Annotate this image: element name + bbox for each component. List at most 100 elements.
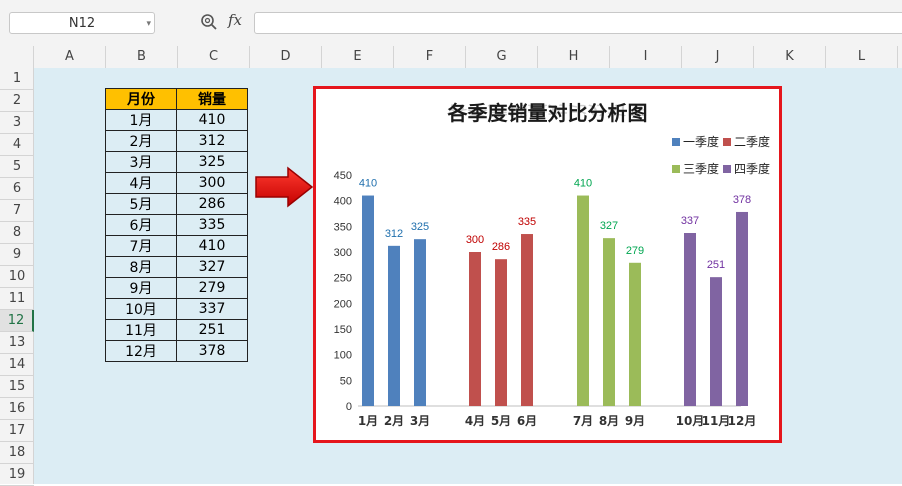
y-tick-label: 0	[346, 401, 352, 413]
bar	[388, 245, 400, 406]
column-header-K[interactable]: K	[754, 46, 826, 68]
column-header-A[interactable]: A	[34, 46, 106, 68]
month-cell[interactable]: 11月	[105, 319, 177, 341]
column-header-E[interactable]: E	[322, 46, 394, 68]
y-tick-label: 150	[334, 324, 352, 336]
table-row: 1月 410	[105, 109, 248, 131]
month-cell[interactable]: 4月	[105, 172, 177, 194]
row-header-7[interactable]: 7	[0, 200, 34, 222]
sales-cell[interactable]: 327	[176, 256, 248, 278]
table-header-row: 月份 销量	[105, 88, 248, 110]
sales-cell[interactable]: 312	[176, 130, 248, 152]
y-tick-label: 400	[334, 196, 352, 208]
row-header-14[interactable]: 14	[0, 354, 34, 376]
month-cell[interactable]: 2月	[105, 130, 177, 152]
column-header-I[interactable]: I	[610, 46, 682, 68]
row-header-17[interactable]: 17	[0, 420, 34, 442]
row-header-1[interactable]: 1	[0, 68, 34, 90]
sales-cell[interactable]: 286	[176, 193, 248, 215]
legend-item: 二季度	[723, 133, 770, 150]
bar	[603, 238, 615, 406]
row-headers: 1 2 3 4 5 6 7 8 9 10 11 12 13 14 15 16 17 18 19	[0, 68, 34, 486]
column-header-B[interactable]: B	[106, 46, 178, 68]
header-month[interactable]: 月份	[105, 88, 177, 110]
month-cell[interactable]: 8月	[105, 256, 177, 278]
sales-cell[interactable]: 325	[176, 151, 248, 173]
header-sales[interactable]: 销量	[176, 88, 248, 110]
column-header-G[interactable]: G	[466, 46, 538, 68]
bar	[495, 259, 507, 406]
row-header-3[interactable]: 3	[0, 112, 34, 134]
column-header-L[interactable]: L	[826, 46, 898, 68]
row-header-5[interactable]: 5	[0, 156, 34, 178]
select-all-corner[interactable]	[0, 46, 34, 68]
month-cell[interactable]: 10月	[105, 298, 177, 320]
x-tick-label: 11月	[702, 414, 731, 428]
sales-cell[interactable]: 335	[176, 214, 248, 236]
data-label: 337	[681, 215, 699, 227]
chart-legend: 三季度 四季度	[672, 160, 774, 177]
column-header-F[interactable]: F	[394, 46, 466, 68]
month-cell[interactable]: 6月	[105, 214, 177, 236]
legend-item: 四季度	[723, 160, 770, 177]
month-cell[interactable]: 7月	[105, 235, 177, 257]
month-cell[interactable]: 3月	[105, 151, 177, 173]
y-tick-label: 250	[334, 273, 352, 285]
formula-input[interactable]	[254, 12, 902, 34]
month-cell[interactable]: 5月	[105, 193, 177, 215]
month-cell[interactable]: 9月	[105, 277, 177, 299]
table-row: 9月 279	[105, 277, 248, 299]
x-tick-label: 4月	[465, 414, 485, 428]
x-tick-label: 7月	[573, 414, 593, 428]
month-cell[interactable]: 12月	[105, 340, 177, 362]
bar	[577, 195, 589, 406]
row-header-6[interactable]: 6	[0, 178, 34, 200]
column-header-C[interactable]: C	[178, 46, 250, 68]
sales-cell[interactable]: 300	[176, 172, 248, 194]
bar	[362, 195, 374, 406]
table-row: 4月 300	[105, 172, 248, 194]
row-header-19[interactable]: 19	[0, 464, 34, 486]
table-row: 12月 378	[105, 340, 248, 362]
row-header-15[interactable]: 15	[0, 376, 34, 398]
x-tick-label: 2月	[384, 414, 404, 428]
data-label: 300	[466, 234, 484, 246]
x-tick-label: 10月	[676, 414, 705, 428]
table-row: 11月 251	[105, 319, 248, 341]
column-header-D[interactable]: D	[250, 46, 322, 68]
x-tick-label: 3月	[410, 414, 430, 428]
row-header-18[interactable]: 18	[0, 442, 34, 464]
data-label: 327	[600, 220, 618, 232]
quarterly-sales-chart[interactable]: 各季度销量对比分析图 各季度销量对比分析图 一季度 二季度 三季度 四季度 0 50 1…	[313, 86, 782, 443]
bar	[710, 277, 722, 406]
sales-cell[interactable]: 378	[176, 340, 248, 362]
column-header-J[interactable]: J	[682, 46, 754, 68]
chevron-down-icon[interactable]: ▾	[146, 19, 151, 29]
sales-cell[interactable]: 251	[176, 319, 248, 341]
fx-icon[interactable]: fx	[228, 11, 243, 29]
name-box[interactable]: N12 ▾	[9, 12, 155, 34]
legend-label: 一季度	[683, 135, 720, 149]
column-header-H[interactable]: H	[538, 46, 610, 68]
legend-label: 四季度	[734, 162, 771, 176]
row-header-13[interactable]: 13	[0, 332, 34, 354]
row-header-10[interactable]: 10	[0, 266, 34, 288]
x-tick-label: 1月	[358, 414, 378, 428]
table-row: 5月 286	[105, 193, 248, 215]
row-header-16[interactable]: 16	[0, 398, 34, 420]
data-label: 312	[385, 228, 403, 240]
row-header-2[interactable]: 2	[0, 90, 34, 112]
sales-cell[interactable]: 410	[176, 235, 248, 257]
zoom-icon[interactable]	[200, 13, 218, 31]
sales-cell[interactable]: 337	[176, 298, 248, 320]
sales-cell[interactable]: 410	[176, 109, 248, 131]
row-header-9[interactable]: 9	[0, 244, 34, 266]
sales-cell[interactable]: 279	[176, 277, 248, 299]
row-header-8[interactable]: 8	[0, 222, 34, 244]
month-cell[interactable]: 1月	[105, 109, 177, 131]
table-row: 8月 327	[105, 256, 248, 278]
row-header-12[interactable]: 12	[0, 310, 34, 332]
row-header-4[interactable]: 4	[0, 134, 34, 156]
y-tick-label: 350	[334, 221, 352, 233]
row-header-11[interactable]: 11	[0, 288, 34, 310]
